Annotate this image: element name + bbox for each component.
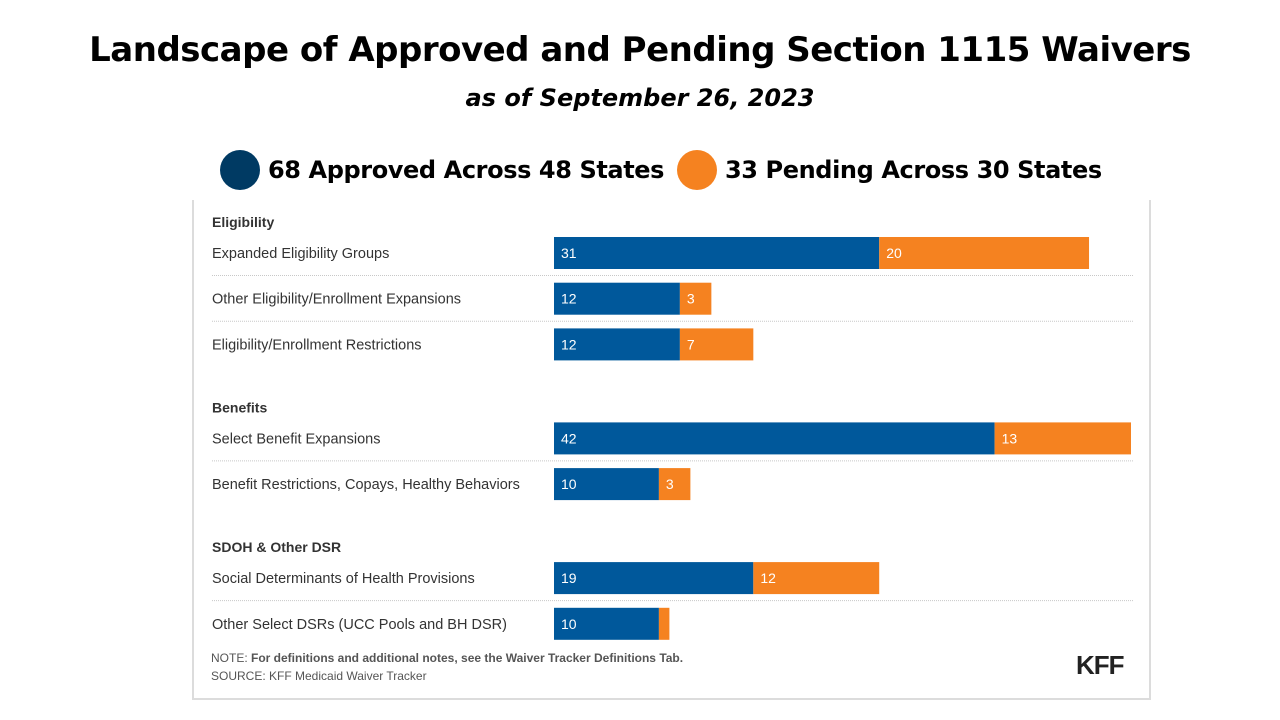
legend-swatch-approved (220, 150, 260, 190)
category-label: Social Determinants of Health Provisions (212, 571, 475, 587)
category-label: Other Eligibility/Enrollment Expansions (212, 292, 461, 308)
category-label: Benefit Restrictions, Copays, Healthy Be… (212, 477, 520, 493)
bar-pending (658, 607, 670, 640)
bar-value-label: 10 (561, 616, 577, 632)
bar-pending (679, 282, 712, 315)
category-label: Select Benefit Expansions (212, 431, 380, 447)
bar-pending (658, 468, 691, 501)
legend-label-pending: 33 Pending Across 30 States (725, 156, 1102, 184)
legend-item-pending: 33 Pending Across 30 States (677, 150, 1102, 190)
bar-value-label: 12 (561, 291, 577, 307)
bar-value-label: 31 (561, 245, 577, 261)
group-label: Eligibility (212, 214, 274, 230)
legend-swatch-pending (677, 150, 717, 190)
category-label: Expanded Eligibility Groups (212, 246, 389, 262)
legend: 68 Approved Across 48 States 33 Pending … (0, 150, 1280, 194)
bar-pending (879, 237, 1090, 269)
bar-value-label: 10 (561, 476, 577, 492)
chart-card (192, 200, 1151, 700)
bar-value-label: 7 (687, 336, 695, 352)
bar-value-label: 12 (760, 570, 776, 586)
chart-subtitle: as of September 26, 2023 (465, 84, 815, 112)
bar-value-label: 19 (561, 570, 577, 586)
bar-value-label: 13 (1002, 430, 1018, 446)
bar-value-label: 20 (886, 245, 902, 261)
bar-approved (554, 422, 995, 455)
bar-approved (554, 328, 680, 361)
bar-value-label: 12 (561, 336, 577, 352)
bar-approved (554, 282, 680, 315)
bar-value-label: 42 (561, 430, 577, 446)
chart-title: Landscape of Approved and Pending Sectio… (89, 30, 1191, 70)
footnote: NOTE: For definitions and additional not… (211, 651, 683, 665)
group-label: SDOH & Other DSR (212, 539, 341, 555)
bar-approved (554, 562, 754, 595)
bar-pending (994, 422, 1131, 455)
source-line: SOURCE: KFF Medicaid Waiver Tracker (211, 669, 427, 683)
note-text: For definitions and additional notes, se… (251, 651, 684, 665)
bar-approved (554, 237, 880, 269)
bar-pending (753, 562, 880, 595)
bar-value-label: 3 (687, 291, 695, 307)
bar-approved (554, 607, 659, 640)
bar-approved (554, 468, 659, 501)
category-label: Other Select DSRs (UCC Pools and BH DSR) (212, 617, 507, 633)
group-label: Benefits (212, 399, 267, 415)
bar-pending (679, 328, 754, 361)
kff-logo: KFF (1076, 650, 1125, 680)
legend-label-approved: 68 Approved Across 48 States (268, 156, 665, 184)
note-prefix: NOTE: (211, 651, 248, 665)
bar-value-label: 3 (666, 476, 674, 492)
category-label: Eligibility/Enrollment Restrictions (212, 337, 422, 353)
legend-item-approved: 68 Approved Across 48 States (220, 150, 664, 190)
